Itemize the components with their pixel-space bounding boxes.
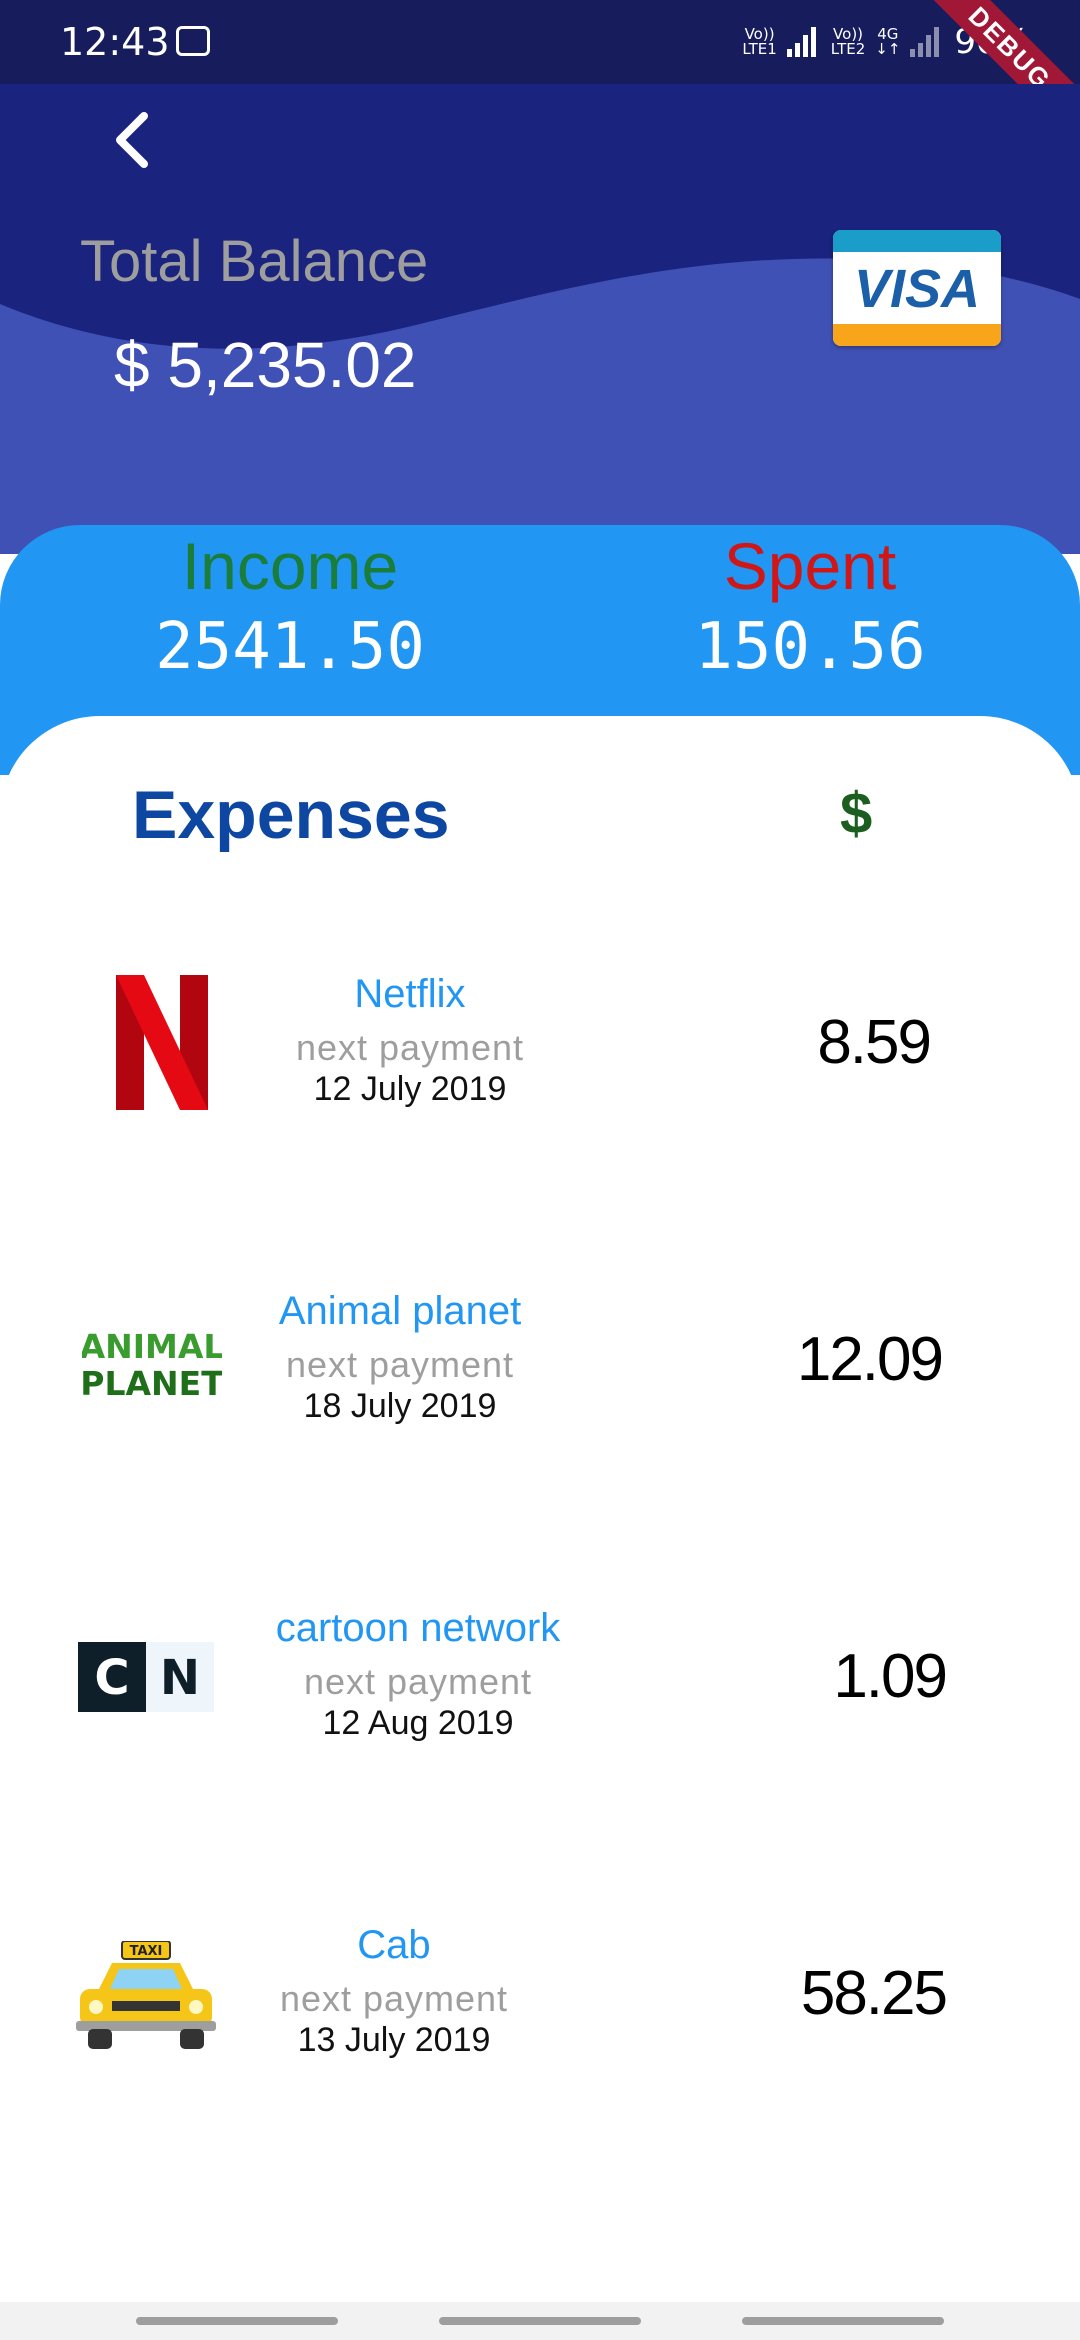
expense-row-animal-planet[interactable]: ANIMAL PLANET Animal planet next payment… <box>0 1247 1080 1467</box>
svg-text:C: C <box>94 1650 129 1706</box>
expense-amount: 8.59 <box>817 1008 932 1077</box>
next-payment-label: next payment <box>285 1344 515 1385</box>
total-balance-label: Total Balance <box>80 229 429 294</box>
taxi-icon: TAXI <box>76 1941 216 2049</box>
svg-text:PLANET: PLANET <box>82 1364 222 1399</box>
network-1-indicator: Vo)) LTE1 <box>742 25 777 58</box>
network-type: 4G ↓↑ <box>875 25 901 58</box>
animal-planet-logo: ANIMAL PLANET <box>82 1327 222 1399</box>
income-label: Income <box>181 529 399 603</box>
nav-recents-button[interactable] <box>136 2317 338 2325</box>
svg-text:TAXI: TAXI <box>130 1944 163 1959</box>
status-time: 12:43 <box>60 20 170 64</box>
navigation-bar <box>0 2302 1080 2340</box>
next-payment-date: 13 July 2019 <box>297 2021 491 2059</box>
nav-home-button[interactable] <box>439 2317 641 2325</box>
expense-name: Netflix <box>354 972 466 1016</box>
signal-1-icon <box>786 27 821 57</box>
svg-text:ANIMAL: ANIMAL <box>82 1327 222 1366</box>
spent-label: Spent <box>723 529 897 603</box>
status-bar: 12:43 Vo)) LTE1 Vo)) LTE2 4G ↓↑ 90% DEBU… <box>0 0 1080 162</box>
svg-text:N: N <box>160 1650 200 1706</box>
nav-back-button[interactable] <box>742 2317 944 2325</box>
expense-amount: 1.09 <box>833 1642 948 1711</box>
visa-card[interactable]: VISA <box>833 230 1001 346</box>
wifi-icon <box>176 26 210 56</box>
expense-name: Cab <box>357 1923 431 1967</box>
expense-amount: 58.25 <box>800 1959 948 2028</box>
next-payment-date: 12 July 2019 <box>313 1070 507 1108</box>
expense-name: cartoon network <box>275 1606 561 1650</box>
cartoon-network-logo: C N <box>78 1642 214 1712</box>
expense-row-cab[interactable]: TAXI Cab next payment 13 July 2019 58.25 <box>0 1881 1080 2101</box>
expense-row-cartoon-network[interactable]: C N cartoon network next payment 12 Aug … <box>0 1564 1080 1784</box>
expenses-title: Expenses <box>132 777 450 853</box>
netflix-logo <box>116 975 208 1110</box>
next-payment-label: next payment <box>303 1661 533 1702</box>
network-2-indicator: Vo)) LTE2 <box>830 25 866 58</box>
expense-row-netflix[interactable]: Netflix next payment 12 July 2019 8.59 <box>0 930 1080 1150</box>
expense-amount: 12.09 <box>796 1325 944 1394</box>
signal-2-icon <box>910 27 944 57</box>
back-button[interactable] <box>108 108 156 172</box>
visa-logo: VISA <box>853 259 981 319</box>
spent-value: 150.56 <box>694 610 926 684</box>
expense-name: Animal planet <box>278 1289 522 1333</box>
next-payment-label: next payment <box>279 1978 509 2019</box>
next-payment-label: next payment <box>295 1027 525 1068</box>
total-balance-value: $ 5,235.02 <box>114 329 417 401</box>
header-wave <box>0 258 1080 554</box>
currency-symbol: $ <box>840 781 873 846</box>
income-value: 2541.50 <box>155 610 425 684</box>
next-payment-date: 18 July 2019 <box>303 1387 497 1425</box>
next-payment-date: 12 Aug 2019 <box>322 1704 514 1742</box>
